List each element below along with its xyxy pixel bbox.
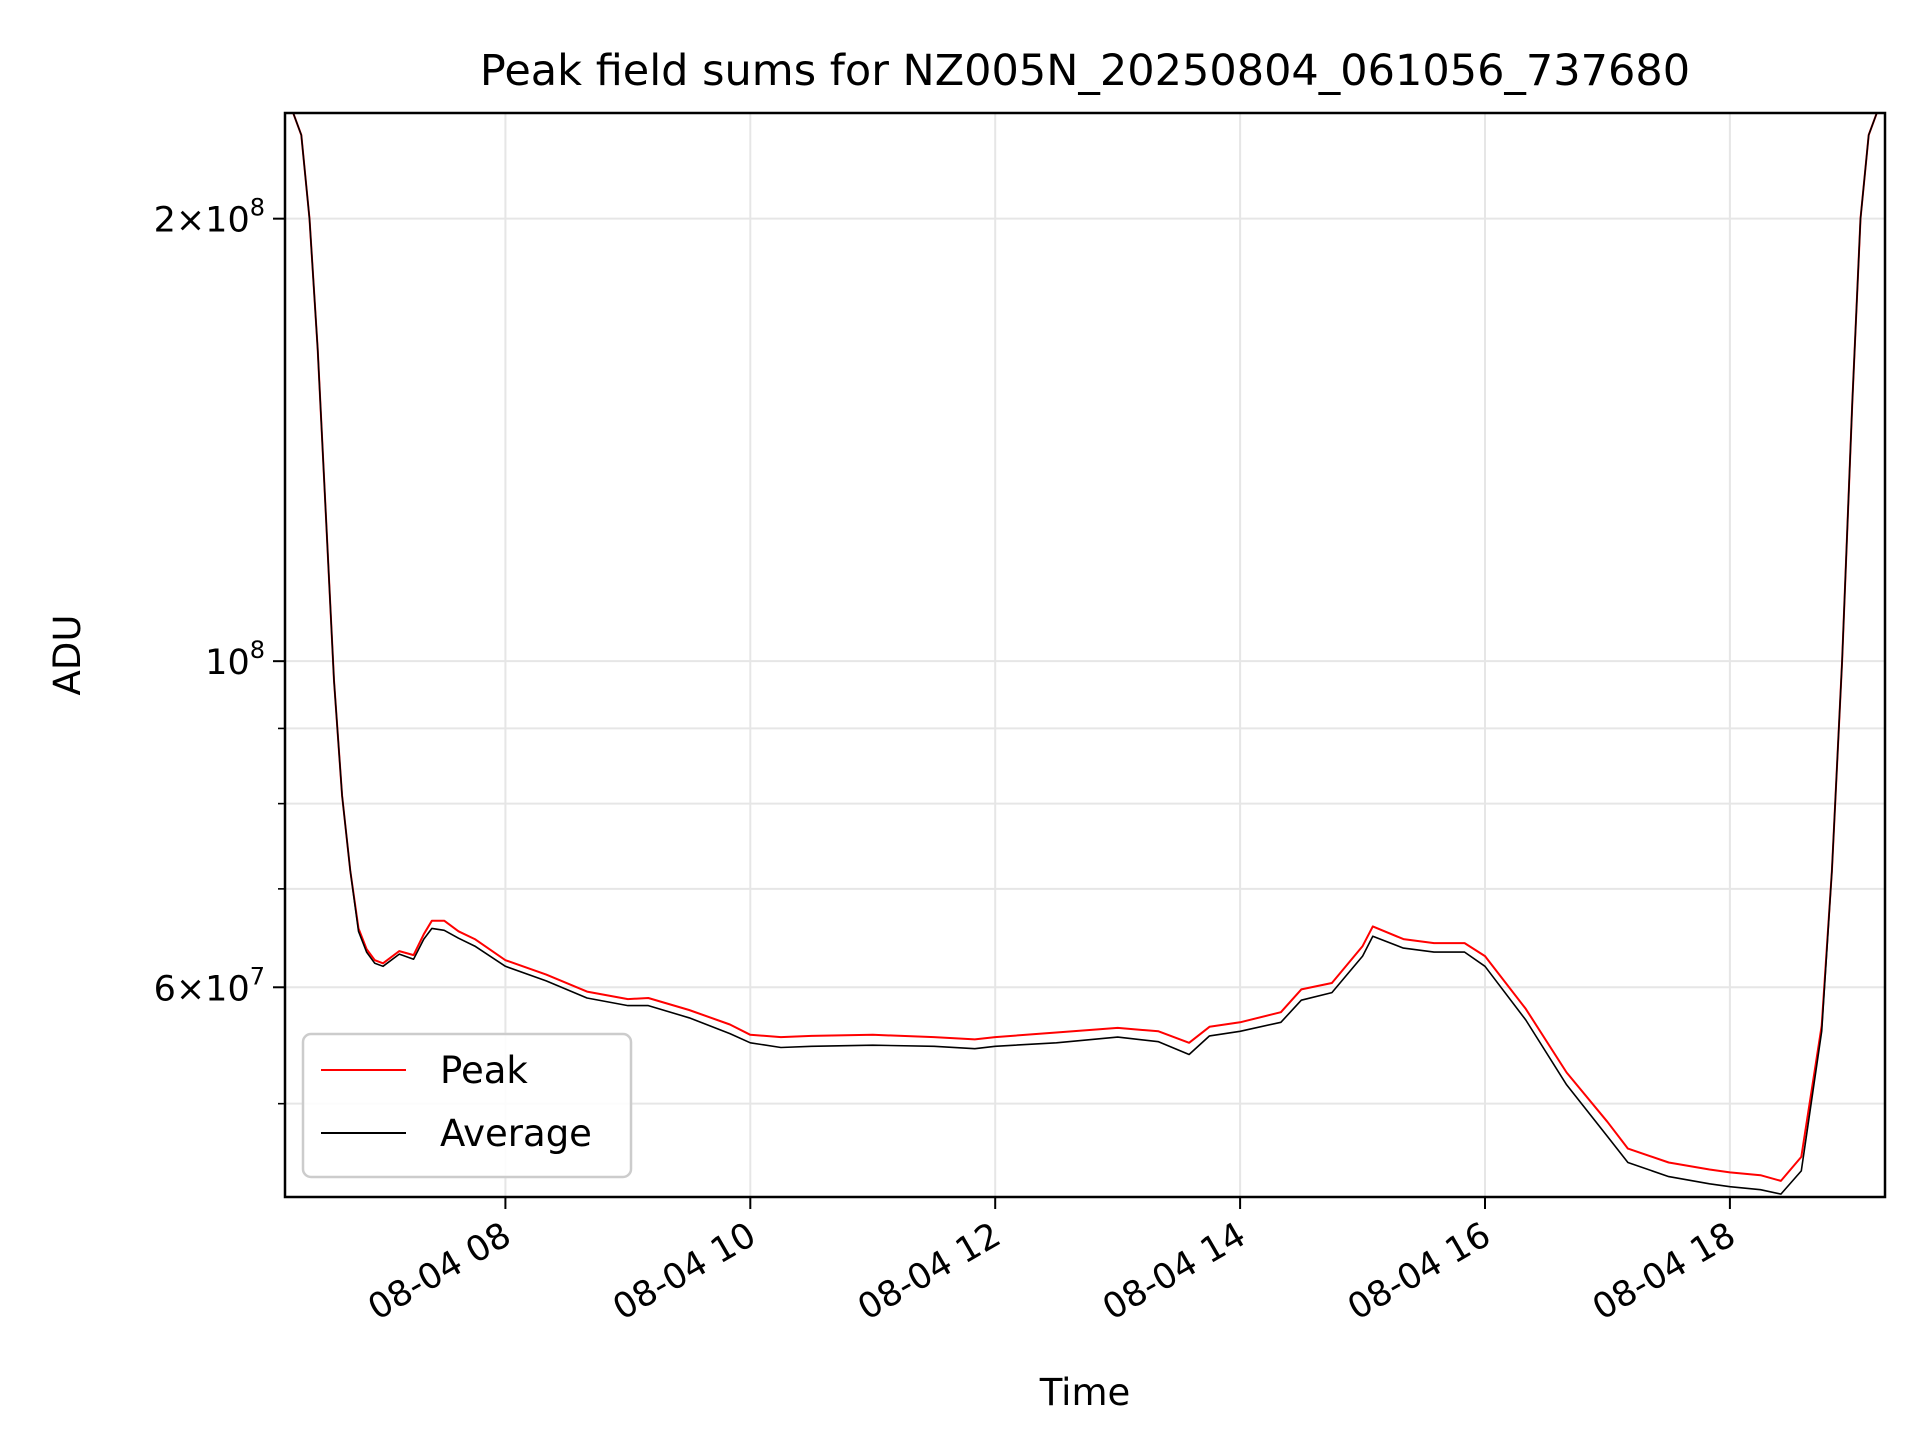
x-axis-label: Time <box>1039 1371 1131 1414</box>
legend-label-average: Average <box>440 1112 592 1155</box>
y-tick-label-base: 10 <box>205 201 250 241</box>
y-tick-label-mantissa: 6 <box>154 969 176 1009</box>
y-tick-label-base: 10 <box>205 969 250 1009</box>
y-tick-label: 6×107 <box>154 962 265 1009</box>
y-tick-label-base: 10 <box>205 643 250 683</box>
y-tick-label: 108 <box>205 636 265 683</box>
y-tick-label-exp: 7 <box>250 962 265 990</box>
legend: Peak Average <box>301 1032 633 1179</box>
y-tick-label-times: × <box>176 969 205 1009</box>
series-line-average <box>285 112 1885 1195</box>
chart-title: Peak field sums for NZ005N_20250804_0610… <box>480 46 1690 96</box>
plot-frame <box>283 111 1887 1199</box>
plot-series <box>285 112 1885 1195</box>
series-line-peak <box>285 112 1885 1182</box>
y-tick-label-mantissa: 2 <box>154 201 176 241</box>
y-tick-label: 2×108 <box>154 194 265 241</box>
y-tick-label-exp: 8 <box>250 636 265 664</box>
y-axis-label: ADU <box>46 615 89 696</box>
grid <box>285 113 1885 1197</box>
legend-label-peak: Peak <box>440 1049 528 1092</box>
y-tick-label-exp: 8 <box>250 194 265 222</box>
y-tick-label-times: × <box>176 201 205 241</box>
